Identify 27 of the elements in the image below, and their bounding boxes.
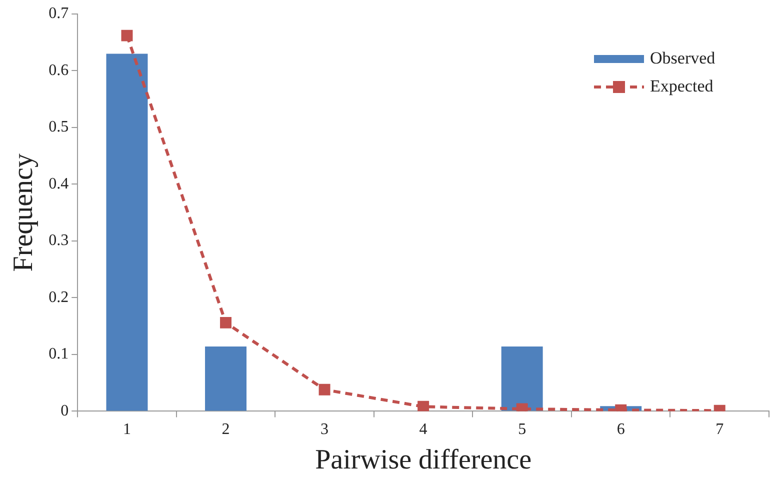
- x-tick-label: 7: [716, 421, 724, 438]
- y-tick-label: 0.1: [48, 346, 69, 363]
- y-tick-label: 0: [60, 402, 69, 420]
- y-tick-label: 0.4: [48, 175, 69, 192]
- y-tick-label: 0.3: [48, 232, 69, 250]
- point: [121, 30, 133, 42]
- bar: [501, 346, 543, 411]
- point: [418, 400, 430, 412]
- y-axis-title: Frequency: [8, 154, 40, 272]
- x-tick-label: 6: [616, 421, 625, 438]
- point: [318, 384, 330, 396]
- y-tick-label: 0.6: [48, 62, 69, 79]
- bar: [205, 346, 246, 411]
- point: [220, 316, 232, 328]
- y-tick-label: 0.2: [48, 288, 69, 306]
- x-axis-title: Pairwise difference: [315, 444, 532, 476]
- x-tick-label: 5: [518, 421, 526, 438]
- legend-label: Observed: [650, 48, 716, 68]
- legend-label: Expected: [650, 76, 714, 96]
- x-tick-label: 1: [122, 421, 131, 438]
- y-tick-label: 0.7: [48, 5, 69, 22]
- point: [516, 403, 528, 412]
- x-tick-label: 4: [419, 421, 428, 438]
- x-tick-label: 3: [320, 421, 329, 438]
- y-tick-label: 0.5: [48, 118, 69, 136]
- bar: [106, 54, 148, 411]
- x-tick-label: 2: [222, 421, 230, 438]
